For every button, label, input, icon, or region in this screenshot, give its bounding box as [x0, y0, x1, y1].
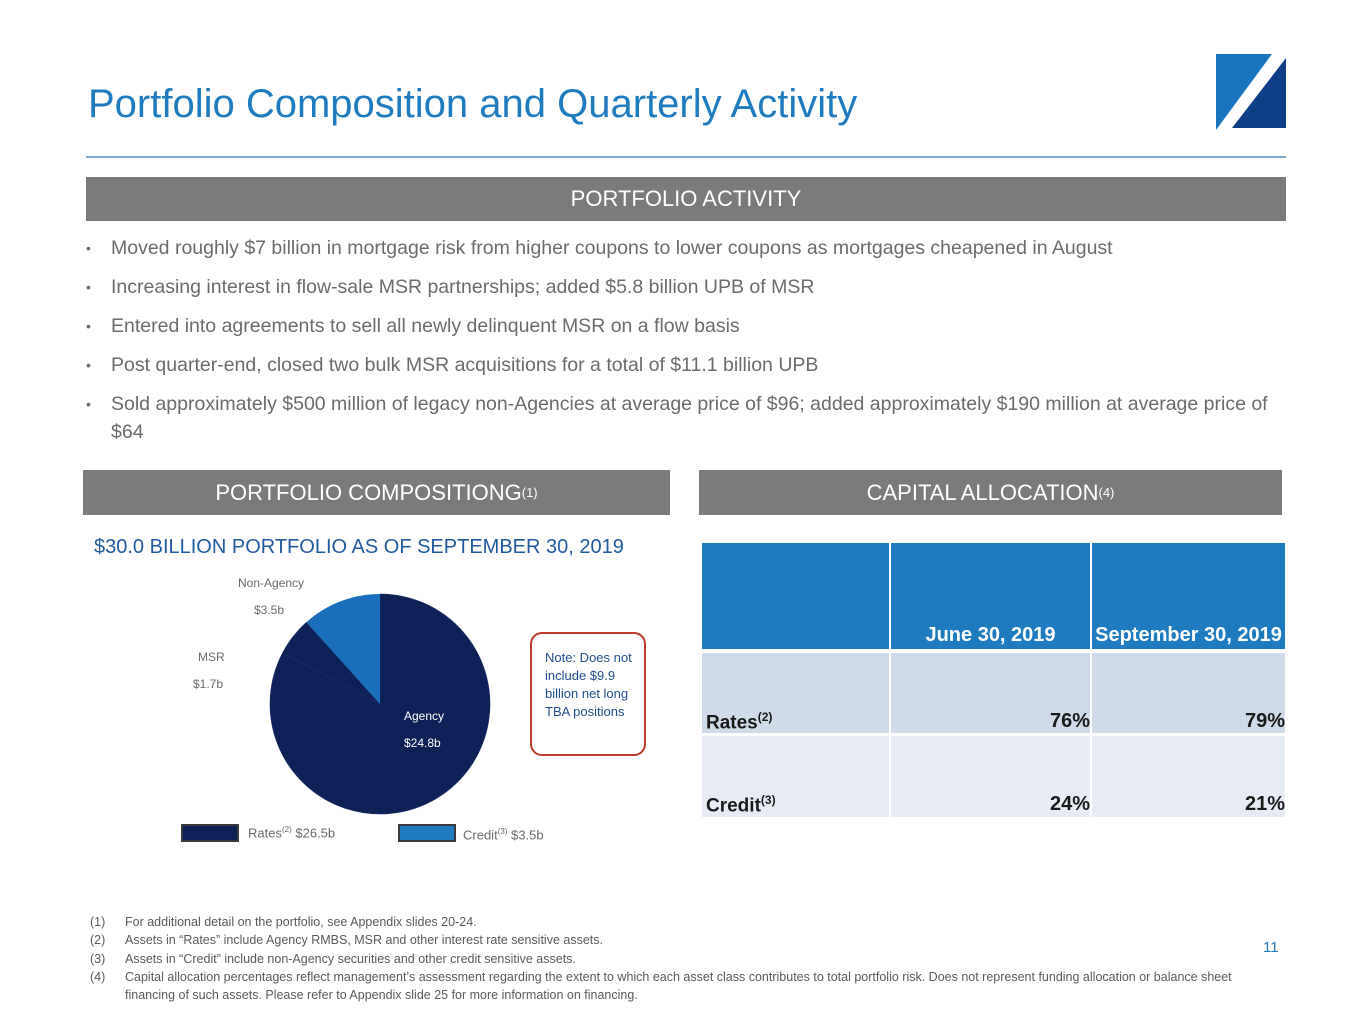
- table-header-june: June 30, 2019: [891, 543, 1090, 649]
- table-row: [702, 736, 889, 817]
- pie-label-non-agency: Non-Agency: [238, 576, 305, 590]
- footnote: (2) Assets in “Rates” include Agency RMBS…: [90, 933, 603, 948]
- table-cell: [1092, 653, 1285, 733]
- rates-september-value: 79%: [1244, 710, 1285, 732]
- credit-june-value: 24%: [1049, 793, 1090, 815]
- footnote: (3) Assets in “Credit” include non-Agency…: [90, 951, 576, 966]
- list-item: Entered into agreements to sell all newl…: [86, 312, 1291, 340]
- table-header-september: September 30, 2019: [1092, 543, 1285, 649]
- pie-value-msr: $1.7b: [193, 677, 224, 691]
- table-header-blank: [702, 543, 889, 649]
- pie-label-msr: MSR: [198, 650, 225, 664]
- capital-heading-note: (4): [1098, 485, 1115, 500]
- list-item: Sold approximately $500 million of legac…: [86, 390, 1291, 446]
- pie-slice-msr: [282, 621, 381, 705]
- pie-slice-non-agency: [306, 594, 380, 704]
- portfolio-pie-chart: [269, 593, 491, 815]
- footnote: (1) For additional detail on the portfoli…: [90, 915, 477, 929]
- title-divider: [86, 156, 1286, 158]
- rates-june-value: 76%: [1049, 710, 1090, 732]
- company-logo: [1216, 54, 1286, 130]
- legend-rates: Rates(2) $26.5b: [248, 825, 336, 841]
- legend-swatch-credit: [398, 824, 456, 842]
- table-row: [702, 653, 889, 733]
- footnote: (4) Capital allocation percentages reflec…: [90, 969, 1232, 1003]
- composition-heading: PORTFOLIO COMPOSITIONG: [215, 479, 522, 505]
- portfolio-composition-header: PORTFOLIO COMPOSITIONG (1): [83, 470, 670, 515]
- page-number: 11: [1263, 939, 1279, 956]
- row-label-rates: Rates(2): [706, 710, 773, 734]
- list-item: Moved roughly $7 billion in mortgage ris…: [86, 234, 1291, 262]
- row-label-credit: Credit(3): [706, 793, 776, 817]
- page-title: Portfolio Composition and Quarterly Acti…: [88, 82, 858, 126]
- pie-value-non-agency: $3.5b: [254, 603, 285, 617]
- table-cell: [891, 653, 1090, 733]
- capital-heading: CAPITAL ALLOCATION: [866, 479, 1099, 505]
- tba-note-callout: Note: Does not include $9.9 billion net …: [530, 632, 646, 756]
- pie-label-agency: Agency: [404, 709, 445, 723]
- legend-credit: Credit(3) $3.5b: [463, 827, 544, 843]
- portfolio-activity-header: PORTFOLIO ACTIVITY: [86, 177, 1286, 221]
- footnotes: (1) For additional detail on the portfoli…: [90, 913, 1260, 1004]
- list-item: Post quarter-end, closed two bulk MSR ac…: [86, 351, 1291, 379]
- legend-swatch-rates: [181, 824, 239, 842]
- composition-heading-note: (1): [521, 485, 538, 500]
- activity-bullet-list: Moved roughly $7 billion in mortgage ris…: [86, 234, 1291, 457]
- chart-title: $30.0 BILLION PORTFOLIO AS OF SEPTEMBER …: [94, 536, 624, 558]
- list-item: Increasing interest in flow-sale MSR par…: [86, 273, 1291, 301]
- pie-value-agency: $24.8b: [404, 736, 441, 750]
- table-cell: [1092, 736, 1285, 817]
- table-cell: [891, 736, 1090, 817]
- credit-september-value: 21%: [1244, 793, 1285, 815]
- capital-allocation-header: CAPITAL ALLOCATION (4): [699, 470, 1282, 515]
